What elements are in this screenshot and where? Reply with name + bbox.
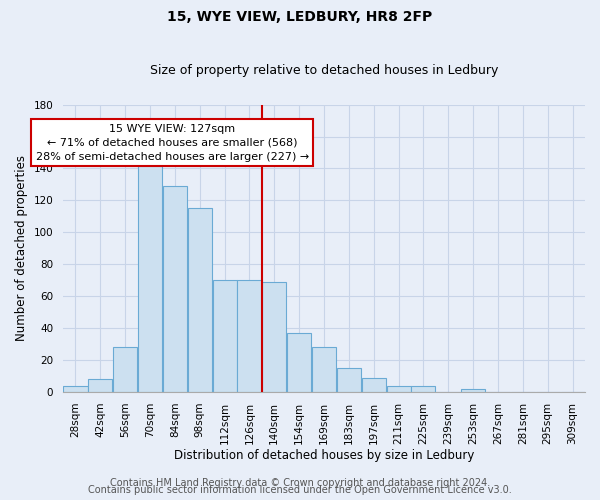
Bar	[312, 348, 336, 392]
Y-axis label: Number of detached properties: Number of detached properties	[15, 156, 28, 342]
Bar	[64, 386, 88, 392]
Bar	[287, 333, 311, 392]
Bar	[163, 186, 187, 392]
Bar	[386, 386, 410, 392]
Bar	[188, 208, 212, 392]
Bar	[138, 159, 162, 392]
Bar	[113, 348, 137, 392]
Text: Contains HM Land Registry data © Crown copyright and database right 2024.: Contains HM Land Registry data © Crown c…	[110, 478, 490, 488]
Bar	[262, 282, 286, 392]
Title: Size of property relative to detached houses in Ledbury: Size of property relative to detached ho…	[150, 64, 498, 77]
Text: 15 WYE VIEW: 127sqm
← 71% of detached houses are smaller (568)
28% of semi-detac: 15 WYE VIEW: 127sqm ← 71% of detached ho…	[36, 124, 309, 162]
Bar	[238, 280, 262, 392]
Bar	[337, 368, 361, 392]
Bar	[362, 378, 386, 392]
Bar	[461, 389, 485, 392]
Bar	[88, 380, 112, 392]
Text: 15, WYE VIEW, LEDBURY, HR8 2FP: 15, WYE VIEW, LEDBURY, HR8 2FP	[167, 10, 433, 24]
Bar	[212, 280, 236, 392]
Text: Contains public sector information licensed under the Open Government Licence v3: Contains public sector information licen…	[88, 485, 512, 495]
Bar	[412, 386, 436, 392]
X-axis label: Distribution of detached houses by size in Ledbury: Distribution of detached houses by size …	[174, 450, 474, 462]
